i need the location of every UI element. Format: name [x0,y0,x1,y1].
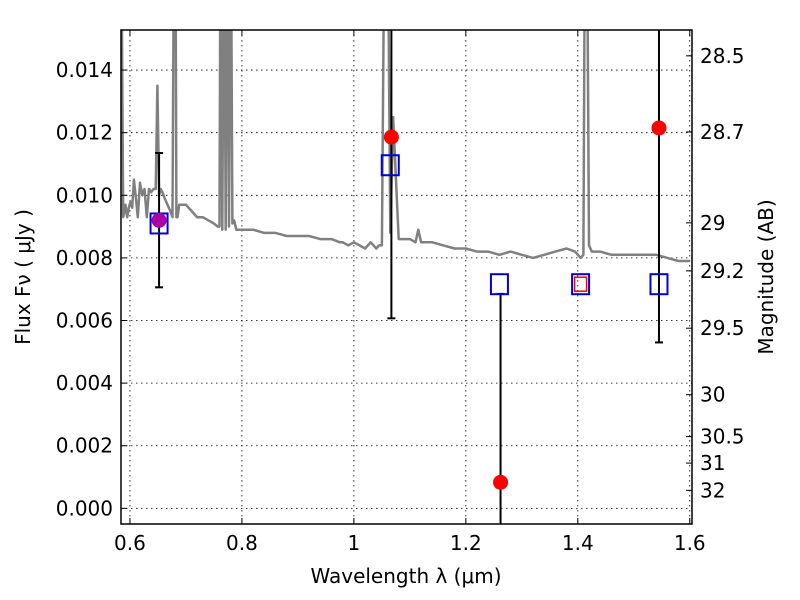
upper-limit-marker [573,276,588,292]
y2-tick-label: 29.2 [700,259,745,283]
y2-tick-label: 30.5 [700,425,745,449]
y-tick-label: 0.004 [56,371,113,395]
y2-tick-label: 29 [700,211,725,235]
model-photometry-marker [489,273,509,296]
observed-flux-series [151,120,667,490]
y-tick-label: 0.010 [56,183,113,207]
model-spectrum-series [121,30,690,263]
observed-flux-marker [493,474,509,490]
model-photometry-marker [380,154,400,177]
plot-frame [120,29,693,525]
y2-tick-label: 28.7 [700,120,745,144]
y2-tick-label: 28.5 [700,44,745,68]
x-tick-label: 1.2 [450,531,482,555]
y-tick-label: 0.008 [56,246,113,270]
y-tick-label: 0.014 [56,58,113,82]
y-axis-left: 0.000 0.002 0.004 0.006 0.008 0.010 0.012 0.014 [56,58,127,520]
plot-content [121,30,690,524]
observed-flux-marker [383,129,399,145]
y-axis-label: Flux Fν ( μJy ) [11,209,35,345]
observed-flux-marker [151,212,167,228]
model-spectrum-line [121,30,690,263]
x-tick-label: 0.8 [226,531,258,555]
x-axis: 0.6 0.8 1 1.2 1.4 1.6 [114,30,706,555]
x-tick-label: 1 [348,531,361,555]
y-tick-label: 0.002 [56,434,113,458]
y2-tick-label: 29.5 [700,316,745,340]
y2-tick-label: 30 [700,383,725,407]
model-photometry-series [149,154,669,296]
y-tick-label: 0.006 [56,309,113,333]
y-tick-label: 0.012 [56,121,113,145]
y-axis-right-label: Magnitude (AB) [754,199,778,354]
plot-area [121,30,692,524]
model-photometry-marker [649,273,669,296]
x-tick-label: 0.6 [114,531,146,555]
y2-tick-label: 32 [700,478,725,502]
observed-flux-marker [651,120,667,136]
model-photometry-marker [571,273,591,296]
upper-limit-series [573,276,588,292]
x-axis-label: Wavelength λ (μm) [310,564,501,588]
grid [121,30,692,524]
x-tick-label: 1.4 [562,531,594,555]
y-tick-label: 0.000 [56,496,113,520]
y-axis-right: 28.5 28.7 29 29.2 29.5 30 30.531 32 [686,44,745,502]
y2-tick-label: 31 [700,451,725,475]
x-tick-label: 1.6 [674,531,706,555]
